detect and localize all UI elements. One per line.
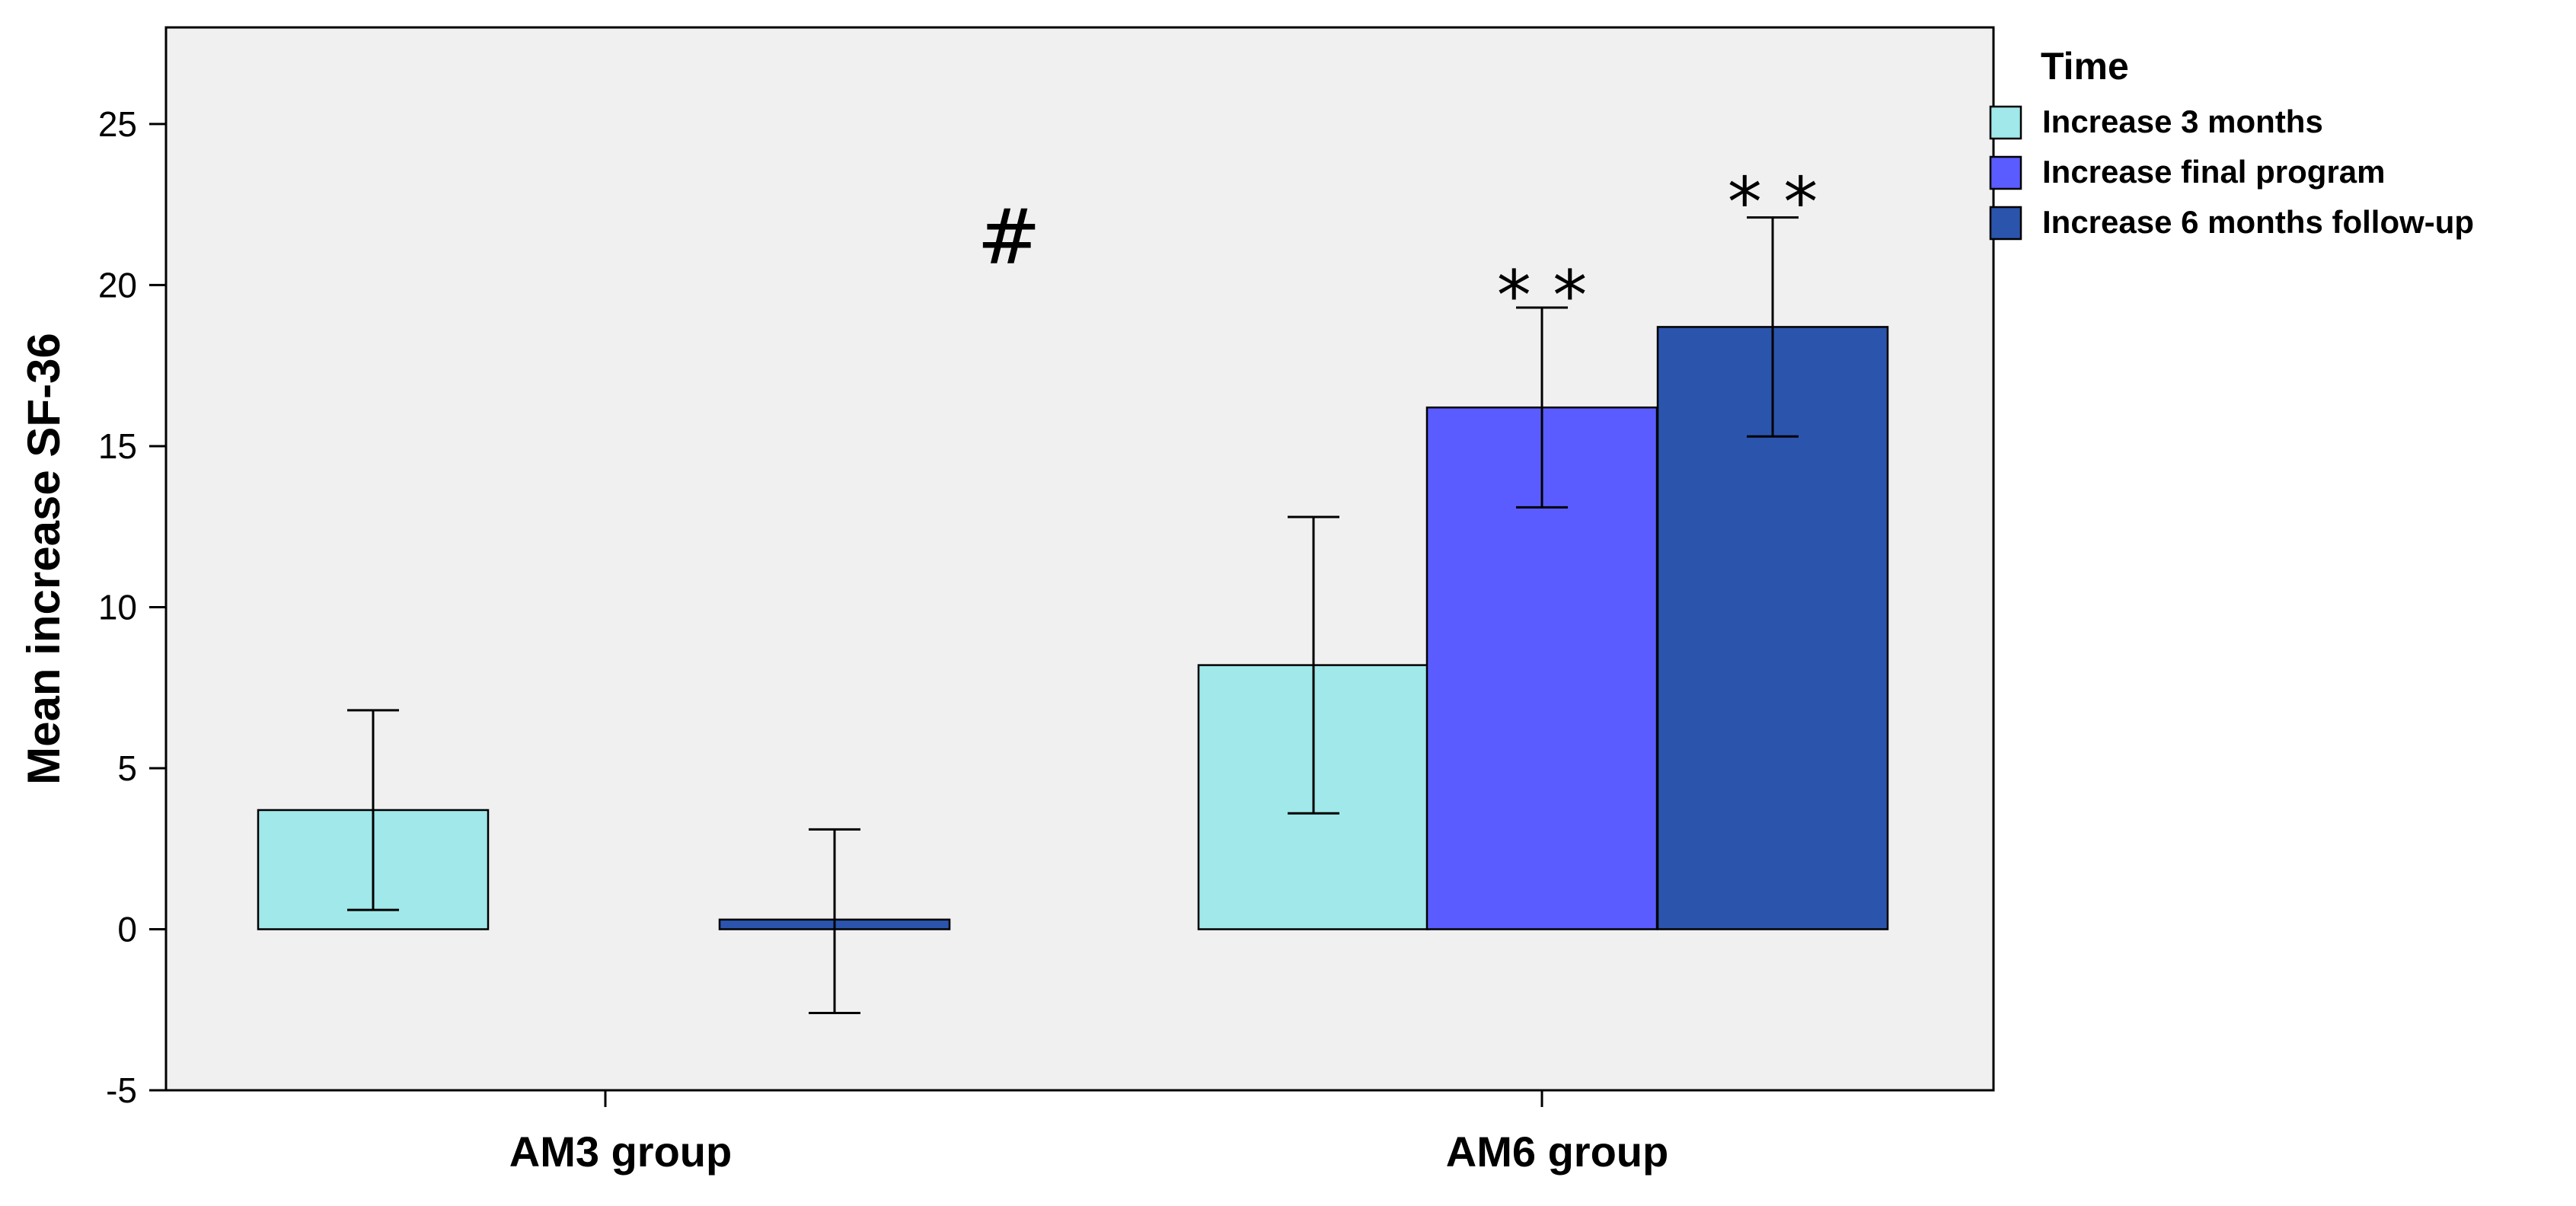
legend-item-label: Increase 6 months follow-up: [2042, 204, 2474, 240]
y-tick-label: -5: [106, 1070, 137, 1110]
legend-title: Time: [2041, 45, 2129, 88]
significance-hash-annotation: #: [977, 193, 1041, 282]
legend-item-label: Increase final program: [2042, 154, 2386, 190]
significance-asterisk-annotation: * *: [1497, 257, 1588, 337]
y-tick-label: 0: [117, 909, 137, 949]
y-tick-label: 10: [98, 587, 137, 627]
x-axis: AM3 group AM6 group: [509, 1090, 1668, 1176]
y-tick-label: 15: [98, 426, 137, 466]
y-axis-title: Mean increase SF-36: [18, 333, 69, 785]
legend-swatch: [1989, 105, 2022, 140]
legend-item-label: Increase 3 months: [2042, 104, 2323, 139]
x-category-label: AM6 group: [1446, 1128, 1668, 1176]
x-category-label: AM3 group: [509, 1128, 732, 1176]
y-tick-label: 5: [117, 748, 137, 788]
legend-swatch: [1989, 206, 2022, 241]
significance-asterisk-annotation: * *: [1728, 163, 1818, 243]
legend-swatch: [1989, 155, 2022, 190]
legend[interactable]: Time Increase 3 months Increase final prog…: [1989, 45, 2474, 241]
error-bars: [347, 216, 1799, 1014]
annotations: # * * * *: [977, 163, 1818, 337]
y-tick-label: 25: [98, 104, 137, 144]
y-axis: -5 0 5 10 15 20 25: [98, 104, 166, 1110]
y-tick-label: 20: [98, 265, 137, 305]
